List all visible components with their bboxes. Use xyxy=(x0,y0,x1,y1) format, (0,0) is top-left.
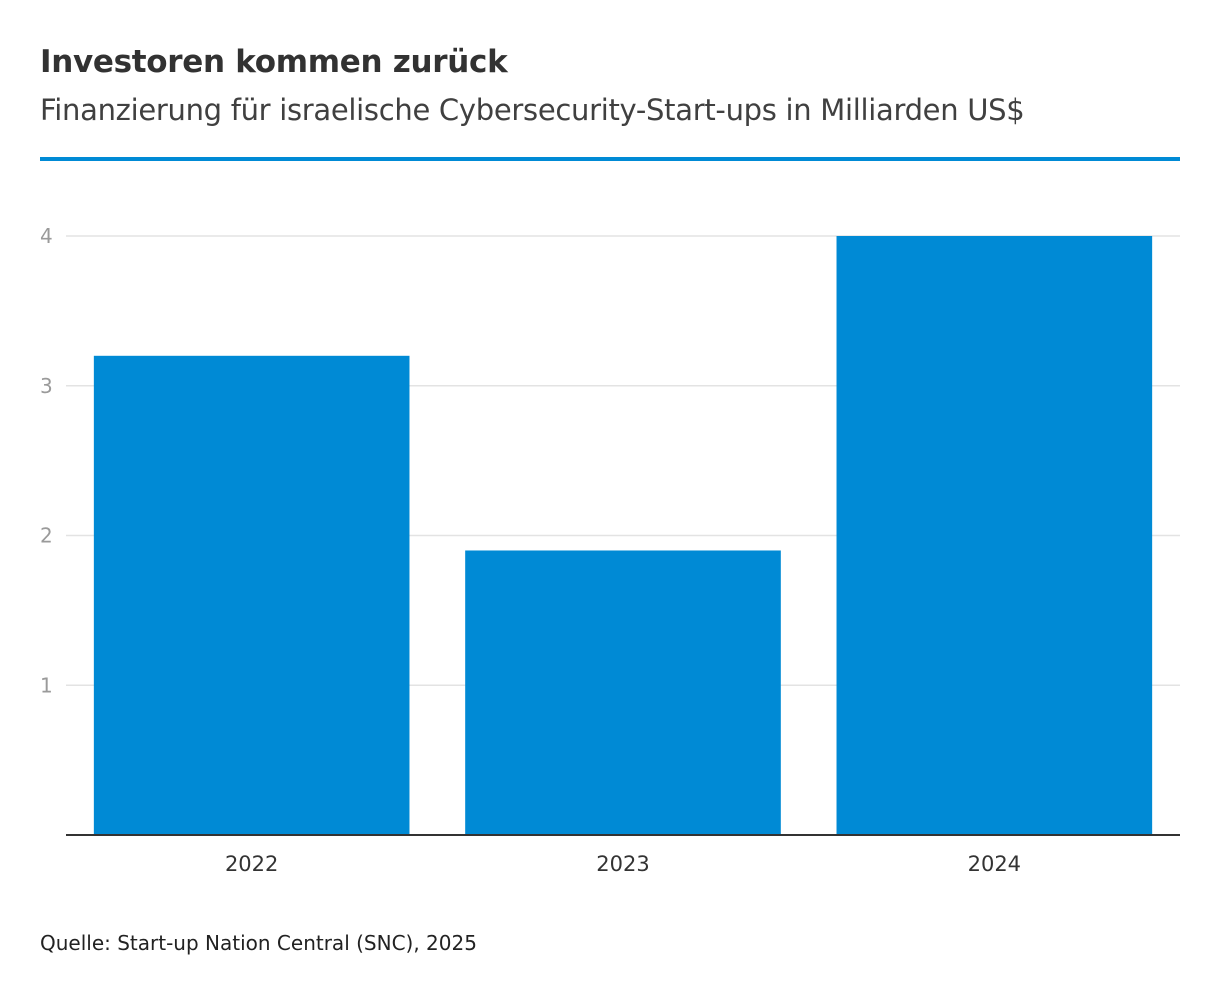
y-tick-label: 1 xyxy=(40,673,53,697)
bar-chart: 1 2 3 4 2022 2023 2024 xyxy=(40,224,1180,876)
chart-title: Investoren kommen zurück xyxy=(40,44,508,80)
x-tick-label: 2023 xyxy=(596,852,649,876)
y-tick-label: 4 xyxy=(40,224,53,248)
bars xyxy=(93,236,1153,835)
source-note: Quelle: Start-up Nation Central (SNC), 2… xyxy=(40,931,477,955)
y-tick-label: 2 xyxy=(40,524,53,548)
x-tick-label: 2022 xyxy=(225,852,278,876)
y-tick-labels: 1 2 3 4 xyxy=(40,224,53,697)
title-divider xyxy=(40,157,1180,161)
chart-subtitle: Finanzierung für israelische Cybersecuri… xyxy=(40,93,1025,127)
x-tick-label: 2024 xyxy=(968,852,1021,876)
x-tick-labels: 2022 2023 2024 xyxy=(225,852,1021,876)
bar-2022 xyxy=(93,355,410,835)
bar-2023 xyxy=(465,550,781,835)
y-tick-label: 3 xyxy=(40,374,53,398)
bar-2024 xyxy=(836,236,1153,835)
